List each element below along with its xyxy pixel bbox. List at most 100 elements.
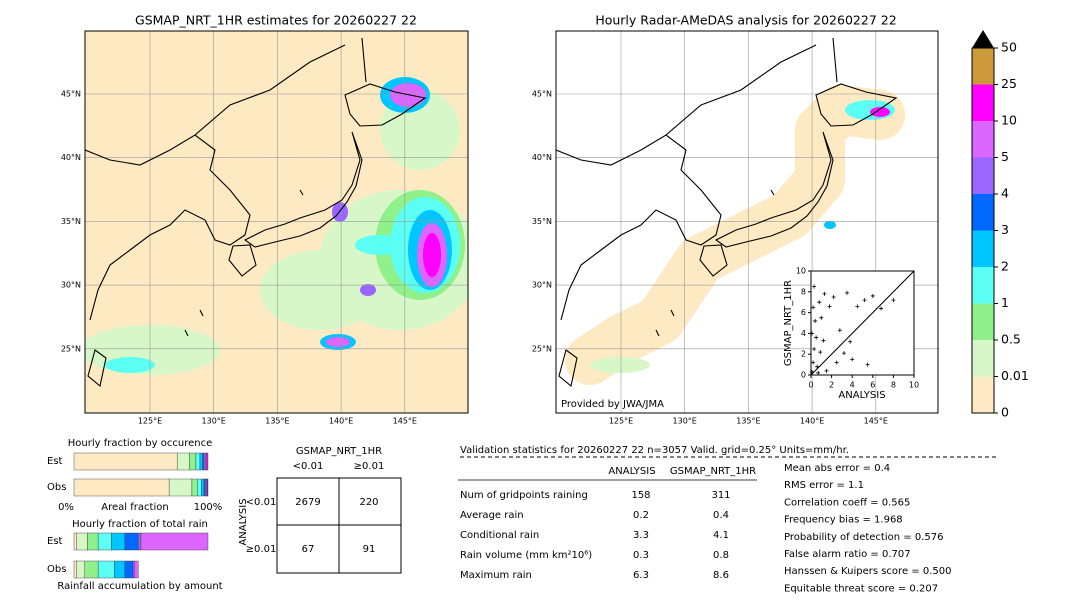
colorbar-segment xyxy=(972,376,994,413)
map-analysis: Hourly Radar-AMeDAS analysis for 2026022… xyxy=(555,13,939,414)
colorbar-label: 2 xyxy=(1001,259,1009,274)
scatter-point xyxy=(870,293,875,298)
lat-label: 35°N xyxy=(532,217,552,226)
cell: 220 xyxy=(359,497,378,508)
scatter-point xyxy=(815,364,820,369)
lon-label: 130°E xyxy=(673,417,697,426)
cell: 4.1 xyxy=(713,530,729,541)
fraction-segment xyxy=(207,478,209,497)
col-label: <0.01 xyxy=(293,461,324,472)
fraction-segment xyxy=(97,560,115,579)
colorbar-segment xyxy=(972,340,994,377)
fraction-segment xyxy=(113,560,126,579)
colorbar-label: 10 xyxy=(1001,113,1017,128)
scatter-point xyxy=(850,357,855,362)
scatter-point xyxy=(855,304,860,309)
map-frame xyxy=(555,30,939,414)
score: Correlation coeff = 0.565 xyxy=(784,497,910,508)
fraction-segment xyxy=(195,452,201,471)
score: False alarm ratio = 0.707 xyxy=(784,549,911,560)
x-tick-label: 8 xyxy=(891,381,896,390)
x-tick-label: 0 xyxy=(808,381,813,390)
lat-label: 35°N xyxy=(61,217,81,226)
map-frame xyxy=(84,30,469,414)
axis-label: 0% xyxy=(58,502,74,513)
scatter-point xyxy=(812,284,817,289)
scatter-point xyxy=(824,368,829,373)
colorbar-segment xyxy=(972,121,994,158)
x-tick-label: 6 xyxy=(870,381,875,390)
score: Probability of detection = 0.576 xyxy=(784,532,943,543)
fraction-segment xyxy=(73,532,77,551)
scatter-point xyxy=(845,290,850,295)
row-label: Rain volume (mm km²10⁶) xyxy=(460,550,592,561)
rain-field xyxy=(85,77,468,375)
score: Mean abs error = 0.4 xyxy=(784,463,890,474)
scatter-point xyxy=(810,369,815,374)
rain-field xyxy=(565,85,905,385)
axis-label: 100% xyxy=(194,502,223,513)
fraction-segment xyxy=(205,452,207,471)
validation-stats: Validation statistics for 20260227 22 n=… xyxy=(458,445,996,594)
col-header: ANALYSIS xyxy=(608,466,655,477)
fraction-segment xyxy=(201,478,205,497)
scatter-point xyxy=(862,298,867,303)
colorbar-label: 5 xyxy=(1001,149,1009,164)
chart-footer: Rainfall accumulation by amount xyxy=(57,581,222,592)
row-label: ≥0.01 xyxy=(246,544,277,555)
fraction-segment xyxy=(73,560,77,579)
scatter-point xyxy=(891,298,896,303)
graticule xyxy=(85,31,468,413)
fraction-segment xyxy=(111,532,126,551)
map-estimate: GSMAP_NRT_1HR estimates for 20260227 22 xyxy=(84,13,469,414)
lon-label: 135°E xyxy=(265,417,289,426)
row-label: Maximum rain xyxy=(460,570,532,581)
fraction-segment xyxy=(138,532,142,551)
fraction-segment xyxy=(87,532,99,551)
y-tick-label: 2 xyxy=(801,350,806,359)
colorbar-segment xyxy=(972,157,994,194)
colorbar: 0 0.01 0.5 1 2 3 4 5 10 25 50 xyxy=(971,30,1029,420)
lon-label: 135°E xyxy=(736,417,760,426)
fraction-segment xyxy=(206,452,209,471)
cell: 0.8 xyxy=(713,550,729,561)
lon-label: 140°E xyxy=(329,417,353,426)
scatter-point xyxy=(819,315,824,320)
col-header: GSMAP_NRT_1HR xyxy=(670,466,756,477)
colorbar-segment xyxy=(972,48,994,85)
fraction-segment xyxy=(168,478,193,497)
fraction-segment xyxy=(73,452,178,471)
scatter-point xyxy=(818,350,823,355)
fraction-segment xyxy=(199,452,203,471)
cell: 6.3 xyxy=(633,570,649,581)
lat-label: 40°N xyxy=(61,153,81,162)
row-label: Est xyxy=(47,536,63,547)
cell: 8.6 xyxy=(713,570,729,581)
scatter-point xyxy=(848,339,853,344)
cell: 158 xyxy=(631,490,650,501)
colorbar-segment xyxy=(972,230,994,267)
cell: 3.3 xyxy=(633,530,649,541)
score: Equitable threat score = 0.207 xyxy=(784,583,938,594)
score: Hanssen & Kuipers score = 0.500 xyxy=(784,566,951,577)
scatter-point xyxy=(810,331,815,336)
lon-label: 125°E xyxy=(138,417,162,426)
y-tick-label: 4 xyxy=(801,329,806,338)
colorbar-label: 25 xyxy=(1001,76,1017,91)
colorbar-label: 4 xyxy=(1001,186,1009,201)
stats-header: Validation statistics for 20260227 22 n=… xyxy=(460,445,849,456)
lon-label: 145°E xyxy=(393,417,417,426)
cell: 0.4 xyxy=(713,510,729,521)
scatter-point xyxy=(834,360,839,365)
fraction-charts: Hourly fraction by occurence Hourly frac… xyxy=(47,438,223,592)
fraction-segment xyxy=(76,560,85,579)
scatter-point xyxy=(841,351,846,356)
credit: Provided by JWA/JMA xyxy=(561,399,664,410)
cell: 311 xyxy=(711,490,730,501)
x-axis-label: ANALYSIS xyxy=(838,390,885,401)
table-title: GSMAP_NRT_1HR xyxy=(296,446,382,457)
lat-label: 30°N xyxy=(61,281,81,290)
row-label: Obs xyxy=(47,482,66,493)
col-label: ≥0.01 xyxy=(354,461,385,472)
